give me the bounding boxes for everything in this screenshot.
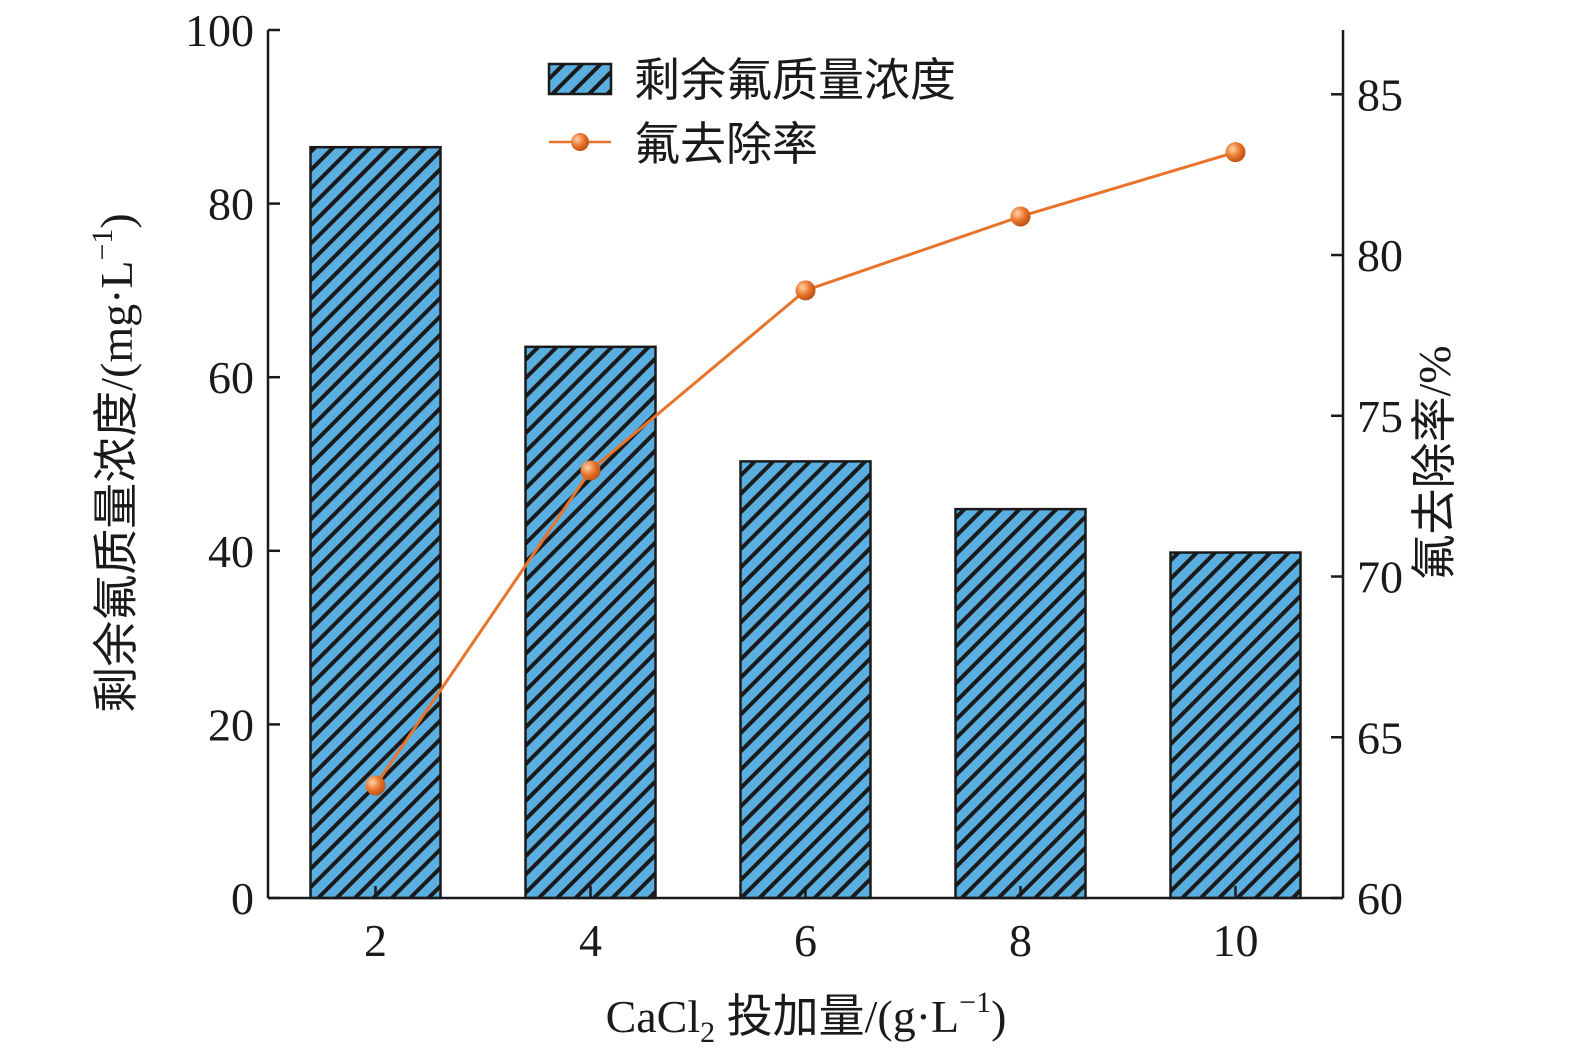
- line-point: [1225, 142, 1246, 163]
- line-point: [365, 775, 386, 796]
- y-axis-left-title: 剩余氟质量浓度/(mg·L−1): [86, 213, 142, 713]
- bar-series: [309, 145, 1302, 900]
- y-right-tick-label: 80: [1357, 230, 1403, 281]
- x-axis-title-sup: −1: [959, 986, 991, 1019]
- y-axis-right-title: 氟去除率/%: [1409, 345, 1460, 580]
- y-right-tick-label: 85: [1357, 69, 1403, 120]
- line-point: [580, 460, 601, 481]
- bar: [954, 507, 1087, 900]
- bar: [309, 145, 442, 900]
- y-right-tick-label: 75: [1357, 391, 1403, 442]
- x-tick-label: 4: [579, 915, 602, 966]
- bar: [739, 460, 872, 900]
- bar: [524, 345, 657, 900]
- x-tick-label: 8: [1009, 915, 1032, 966]
- line-series: [365, 142, 1246, 796]
- y-right-tick-label: 65: [1357, 712, 1403, 763]
- x-axis-title: CaCl2 投加量/(g·L−1): [606, 986, 1007, 1049]
- tick-labels: 0 20 40 60 80 100 60 65 70 75 80 85 2 4 6 8 10: [185, 5, 1403, 966]
- x-axis-title-sub: 2: [700, 1016, 715, 1049]
- y-left-tick-label: 0: [231, 873, 254, 924]
- legend-bar-swatch: [547, 62, 613, 96]
- line-point: [795, 280, 816, 301]
- x-tick-label: 6: [794, 915, 817, 966]
- legend-marker-swatch: [571, 133, 589, 151]
- y-axis-left-title-main: 剩余氟质量浓度/(mg·L: [91, 260, 142, 712]
- axes: [266, 28, 1345, 900]
- y-right-tick-label: 60: [1357, 873, 1403, 924]
- y-left-tick-label: 100: [185, 5, 254, 56]
- x-axis-title-rest: 投加量/(g·L: [715, 991, 959, 1042]
- x-tick-label: 2: [364, 915, 387, 966]
- legend-label-removal-rate: 氟去除率: [634, 119, 818, 170]
- y-axis-left-title-end: ): [91, 213, 142, 228]
- y-left-tick-label: 40: [208, 526, 254, 577]
- bar: [1169, 551, 1302, 900]
- y-left-tick-label: 20: [208, 699, 254, 750]
- y-right-tick-label: 70: [1357, 552, 1403, 603]
- y-left-tick-label: 80: [208, 179, 254, 230]
- x-axis-title-main: CaCl: [606, 991, 701, 1042]
- legend-label-concentration: 剩余氟质量浓度: [634, 55, 956, 106]
- y-left-tick-label: 60: [208, 352, 254, 403]
- x-axis-title-end: ): [991, 991, 1006, 1042]
- legend: 剩余氟质量浓度 氟去除率: [547, 55, 956, 170]
- y-axis-left-title-sup: −1: [86, 229, 119, 261]
- x-tick-label: 10: [1213, 915, 1259, 966]
- line-point: [1010, 206, 1031, 227]
